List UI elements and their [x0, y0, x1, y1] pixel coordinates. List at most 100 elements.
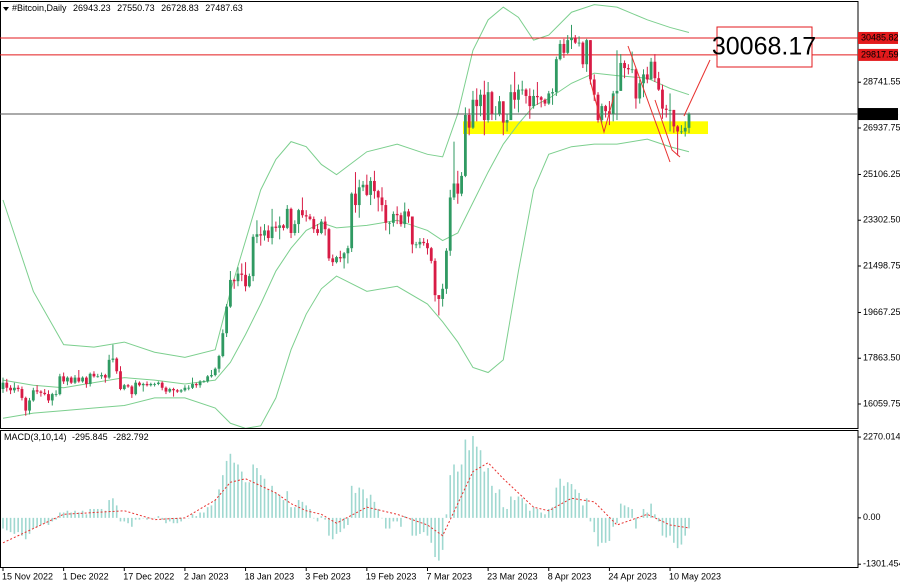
macd-bar — [138, 517, 141, 520]
candle-body — [289, 208, 293, 233]
macd-bar — [517, 496, 520, 518]
macd-bar — [275, 492, 277, 518]
macd-bar — [559, 478, 561, 518]
macd-value: -295.845 — [72, 432, 108, 442]
candle-body — [164, 387, 168, 392]
level-label: 29817.59 — [861, 49, 899, 59]
y-tick-label: 21498.75 — [863, 260, 900, 270]
macd-bar — [286, 491, 289, 518]
macd-bar — [650, 503, 652, 518]
candle-body — [122, 385, 126, 390]
macd-bar — [570, 484, 573, 518]
candle-body — [376, 191, 380, 198]
macd-bar — [222, 475, 224, 518]
candle-body — [134, 382, 138, 395]
candle-body — [509, 92, 513, 121]
macd-bar — [259, 475, 262, 518]
macd-bar — [187, 517, 190, 519]
macd-bar — [400, 517, 402, 527]
y-tick-label: 23302.50 — [863, 215, 900, 225]
macd-bar — [544, 514, 546, 518]
candle-body — [255, 234, 259, 237]
macd-bar — [665, 517, 668, 538]
macd-bar — [597, 517, 599, 547]
candle-body — [592, 79, 596, 95]
macd-bar — [612, 517, 614, 527]
candle-body — [31, 390, 35, 401]
macd-bar — [457, 471, 459, 518]
price-pane-border — [0, 1, 859, 429]
macd-bar — [339, 517, 342, 533]
candle-body — [5, 382, 9, 388]
macd-pane-border — [0, 430, 859, 568]
macd-bar — [638, 517, 641, 519]
bollinger-upper — [2, 4, 690, 358]
macd-bar — [210, 505, 213, 518]
macd-bar — [525, 503, 527, 518]
macd-bar — [108, 500, 110, 518]
candle-body — [115, 358, 119, 372]
macd-bar — [17, 517, 19, 533]
macd-bar — [104, 510, 107, 518]
candle-body — [354, 193, 357, 206]
macd-bar — [566, 482, 569, 518]
candle-body — [111, 358, 115, 360]
candle-body — [653, 61, 657, 79]
macd-title: MACD(3,10,14) — [4, 432, 67, 442]
macd-bar — [51, 517, 54, 522]
candle-body — [634, 69, 638, 99]
macd-bar — [5, 517, 8, 531]
macd-bar — [631, 508, 633, 518]
macd-bar — [237, 464, 239, 518]
macd-bar — [131, 517, 133, 527]
candle-body — [191, 383, 194, 388]
x-tick-label: 19 Feb 2023 — [366, 571, 417, 581]
candle-body — [638, 83, 642, 99]
candle-body — [138, 382, 141, 386]
macd-bar — [532, 507, 535, 518]
macd-bar — [62, 512, 65, 518]
macd-bar — [331, 517, 334, 540]
macd-bar — [419, 517, 421, 534]
candle-body — [475, 99, 479, 107]
macd-signal — [2, 462, 690, 544]
bollinger-middle — [2, 72, 690, 389]
macd-bar — [271, 485, 273, 518]
candle-body — [259, 234, 263, 236]
macd-bar — [267, 489, 270, 518]
macd-bar — [96, 508, 99, 518]
candle-body — [350, 193, 354, 249]
candle-body — [645, 74, 649, 80]
candle-body — [335, 257, 338, 263]
candle-body — [263, 230, 266, 236]
macd-y-tick-label: -1301.454 — [863, 559, 900, 569]
macd-bar — [415, 517, 417, 536]
candle-body — [266, 230, 270, 239]
candle-body — [452, 183, 456, 198]
macd-bar — [563, 485, 565, 518]
candle-body — [62, 376, 66, 382]
macd-bar — [70, 512, 73, 518]
candle-body — [520, 89, 524, 91]
macd-bar — [498, 489, 501, 518]
candle-body — [437, 295, 441, 299]
macd-bar — [172, 517, 175, 524]
macd-bar — [316, 517, 319, 522]
macd-bar — [199, 512, 201, 518]
symbol-title: #Bitcoin,Daily — [12, 3, 67, 13]
candle-body — [373, 180, 376, 192]
candle-body — [282, 225, 285, 228]
macd-bar — [411, 517, 414, 536]
macd-bar — [494, 492, 497, 518]
candle-body — [554, 59, 558, 93]
chart-header: #Bitcoin,Daily 26943.23 27550.73 26728.8… — [12, 3, 243, 13]
candle-body — [596, 94, 600, 121]
candle-body — [346, 248, 350, 254]
candle-body — [236, 273, 240, 282]
candle-body — [96, 376, 100, 378]
candle-body — [407, 211, 410, 217]
candle-body — [494, 113, 498, 115]
candle-body — [312, 219, 316, 230]
candle-body — [172, 389, 175, 391]
candle-body — [395, 213, 399, 216]
